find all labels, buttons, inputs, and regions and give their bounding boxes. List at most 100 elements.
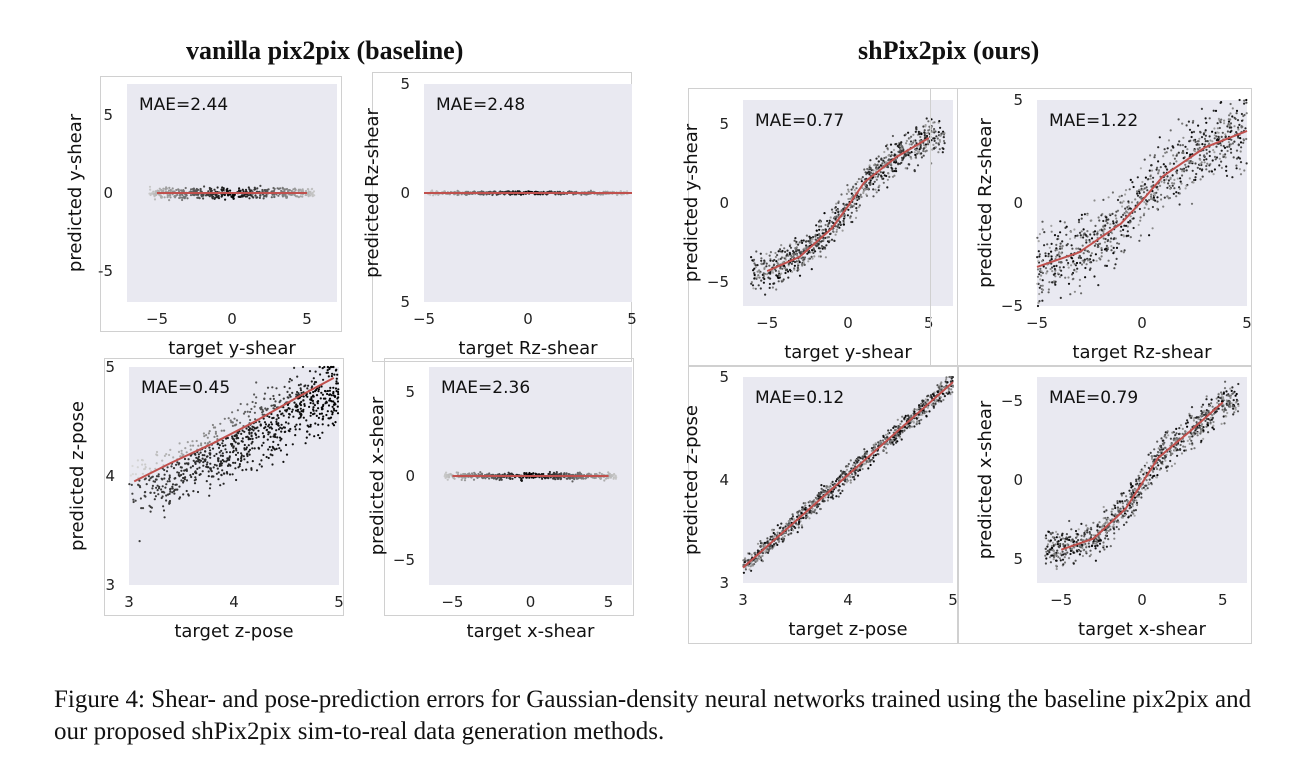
scatter-point <box>766 537 769 540</box>
scatter-point <box>235 478 238 482</box>
scatter-point <box>193 194 196 197</box>
scatter-point <box>258 463 261 466</box>
scatter-point <box>237 195 240 198</box>
scatter-point <box>938 139 941 142</box>
scatter-point <box>1132 217 1135 220</box>
scatter-point <box>184 195 187 198</box>
scatter-point <box>267 448 270 451</box>
trend-line <box>766 137 930 273</box>
scatter-point <box>1067 276 1070 279</box>
scatter-point <box>184 462 187 465</box>
scatter-point <box>266 438 269 441</box>
scatter-point <box>254 418 257 421</box>
scatter-point <box>877 155 880 158</box>
scatter-point <box>320 412 323 415</box>
scatter-point <box>782 526 785 529</box>
scatter-point <box>301 188 304 191</box>
scatter-point <box>1036 304 1040 308</box>
scatter-point <box>1210 170 1214 173</box>
scatter-point <box>810 268 813 271</box>
scatter-point <box>171 487 174 490</box>
scatter-point <box>608 472 611 475</box>
scatter-point <box>1219 101 1222 104</box>
scatter-point <box>1093 230 1097 233</box>
scatter-point <box>1198 167 1202 170</box>
scatter-point <box>1067 282 1071 285</box>
scatter-point <box>1166 147 1169 150</box>
scatter-point <box>856 180 859 184</box>
scatter-point <box>311 399 314 402</box>
scatter-point <box>801 264 804 267</box>
scatter-point <box>1182 136 1185 139</box>
scatter-point <box>247 450 250 453</box>
scatter-point <box>1167 179 1170 182</box>
scatter-point <box>1178 186 1181 189</box>
scatter-point <box>492 477 495 480</box>
scatter-point <box>312 402 315 405</box>
scatter-point <box>255 396 258 399</box>
mae-annotation: MAE=2.36 <box>441 378 530 398</box>
scatter-point <box>498 478 501 482</box>
scatter-point <box>200 193 203 197</box>
scatter-point <box>748 552 751 555</box>
scatter-point <box>1175 195 1178 198</box>
scatter-point <box>190 475 193 479</box>
scatter-point <box>895 435 898 438</box>
scatter-point <box>1178 140 1181 143</box>
scatter-point <box>835 495 838 498</box>
scatter-point <box>831 483 834 486</box>
scatter-point <box>841 472 844 475</box>
scatter-point <box>163 516 166 519</box>
scatter-point <box>192 444 195 447</box>
scatter-point <box>765 252 768 255</box>
scatter-point <box>1102 219 1105 223</box>
scatter-point <box>932 147 936 150</box>
scatter-point <box>229 419 232 422</box>
scatter-point <box>327 375 330 378</box>
y-axis-label: predicted Rz-shear <box>362 107 383 277</box>
scatter-point <box>317 390 320 393</box>
scatter-point <box>1053 234 1057 237</box>
scatter-point <box>330 400 333 403</box>
scatter-point <box>879 171 882 174</box>
scatter-point <box>786 249 789 252</box>
x-tick-label: 3 <box>124 593 134 611</box>
scatter-point <box>185 194 188 197</box>
scatter-point <box>310 380 313 383</box>
scatter-point <box>1128 207 1132 210</box>
scatter-point <box>1223 146 1227 149</box>
scatter-point <box>1211 159 1214 162</box>
scatter-point <box>182 493 185 496</box>
scatter-point <box>834 218 837 221</box>
scatter-point <box>821 500 824 503</box>
scatter-point <box>927 394 930 397</box>
scatter-point <box>525 476 528 479</box>
scatter-point <box>950 388 953 391</box>
scatter-point <box>1142 214 1145 217</box>
scatter-point <box>292 415 295 418</box>
scatter-point <box>264 189 267 192</box>
scatter-point <box>751 284 755 287</box>
scatter-point <box>1115 217 1118 220</box>
scatter-point <box>1114 263 1117 266</box>
scatter-point <box>328 389 331 392</box>
scatter-point <box>287 189 290 192</box>
scatter-point <box>851 193 854 197</box>
scatter-point <box>1079 234 1082 237</box>
scatter-point <box>196 490 200 494</box>
scatter-point <box>1245 101 1248 104</box>
scatter-point <box>1112 246 1115 249</box>
scatter-point <box>824 496 827 499</box>
y-tick-label: −5 <box>707 273 729 291</box>
scatter-point <box>144 495 147 498</box>
scatter-point <box>178 474 181 477</box>
scatter-point <box>1200 161 1203 164</box>
scatter-point <box>748 568 751 571</box>
scatter-point <box>1173 187 1176 190</box>
scatter-point <box>1095 259 1098 262</box>
scatter-point <box>228 458 231 461</box>
scatter-point <box>1199 130 1202 133</box>
scatter-point <box>282 460 285 463</box>
scatter-point <box>1120 201 1124 204</box>
scatter-point <box>309 392 312 395</box>
